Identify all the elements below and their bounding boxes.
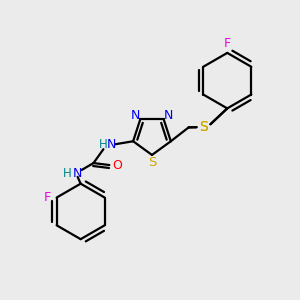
Text: H: H (63, 167, 72, 181)
Text: H: H (99, 138, 108, 151)
Text: N: N (131, 109, 140, 122)
Text: N: N (107, 138, 116, 151)
Text: S: S (199, 120, 208, 134)
Text: F: F (44, 191, 51, 204)
Text: S: S (148, 156, 156, 170)
Text: S: S (199, 120, 208, 134)
Text: N: N (164, 109, 173, 122)
Text: F: F (224, 38, 231, 50)
Text: N: N (73, 167, 82, 181)
Text: O: O (112, 158, 122, 172)
